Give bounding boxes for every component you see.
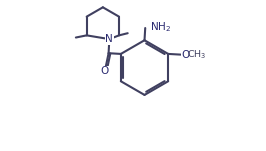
Text: NH$_2$: NH$_2$: [150, 20, 171, 34]
Text: O: O: [182, 50, 190, 60]
Text: CH$_3$: CH$_3$: [187, 49, 207, 61]
Text: N: N: [105, 34, 113, 44]
Text: O: O: [101, 66, 109, 76]
